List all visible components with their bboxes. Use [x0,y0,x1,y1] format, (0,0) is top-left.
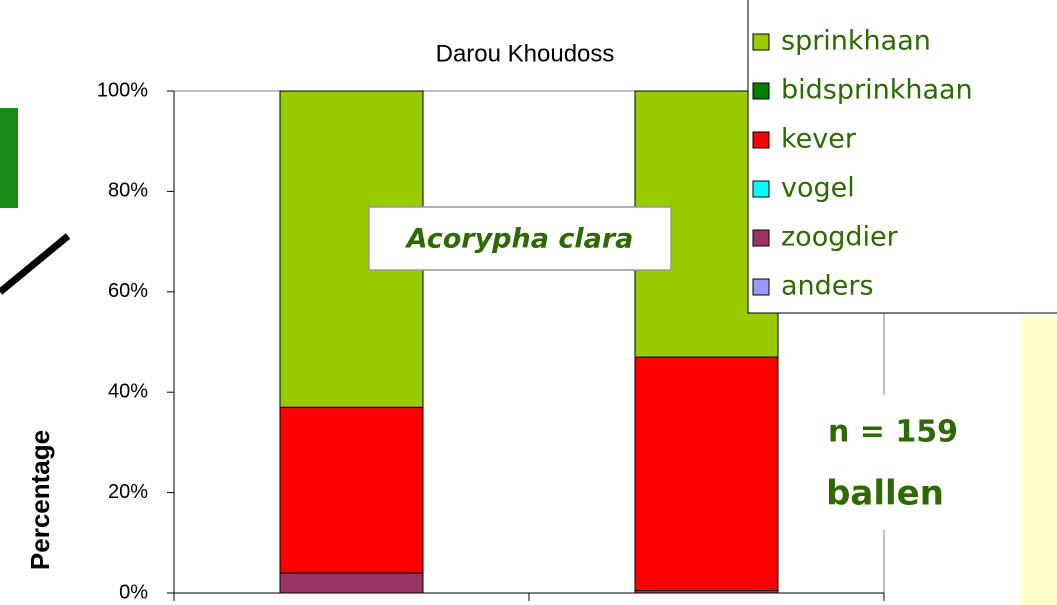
legend-swatch [752,278,770,296]
chart-title: Darou Khoudoss [436,40,615,67]
y-tick-label: 40% [108,380,148,402]
annotation: n = 159 [828,415,958,450]
bar-segment [634,356,779,591]
y-tick-label: 100% [97,79,148,101]
y-axis-label: Percentage [25,430,55,570]
legend-label: bidsprinkhaan [781,75,973,106]
legend-label: kever [781,124,857,155]
legend [747,0,1057,314]
annotation: ballen [826,474,944,514]
annotation: Acorypha clara [405,224,634,255]
decor-strip [1022,315,1057,605]
y-tick-label: 0% [119,581,148,603]
bar-segment [279,572,424,594]
decor-line [0,233,71,295]
annotation-box [368,206,672,271]
bar-segment [279,406,424,574]
legend-label: sprinkhaan [781,26,931,57]
y-tick-label: 80% [108,180,148,202]
legend-entries: sprinkhaan bidsprinkhaan kever vogel zoogdie… [752,26,973,302]
legend-swatch [752,180,770,198]
y-tick-label: 20% [108,481,148,503]
decor-block [0,108,18,208]
legend-swatch [752,131,770,149]
legend-swatch [752,33,770,51]
legend-swatch [752,229,770,247]
legend-label: zoogdier [781,222,899,253]
legend-label: anders [781,271,874,302]
legend-label: vogel [781,173,855,204]
legend-swatch [752,82,770,100]
annotation-bg [800,395,980,530]
y-tick-label: 60% [108,280,148,302]
